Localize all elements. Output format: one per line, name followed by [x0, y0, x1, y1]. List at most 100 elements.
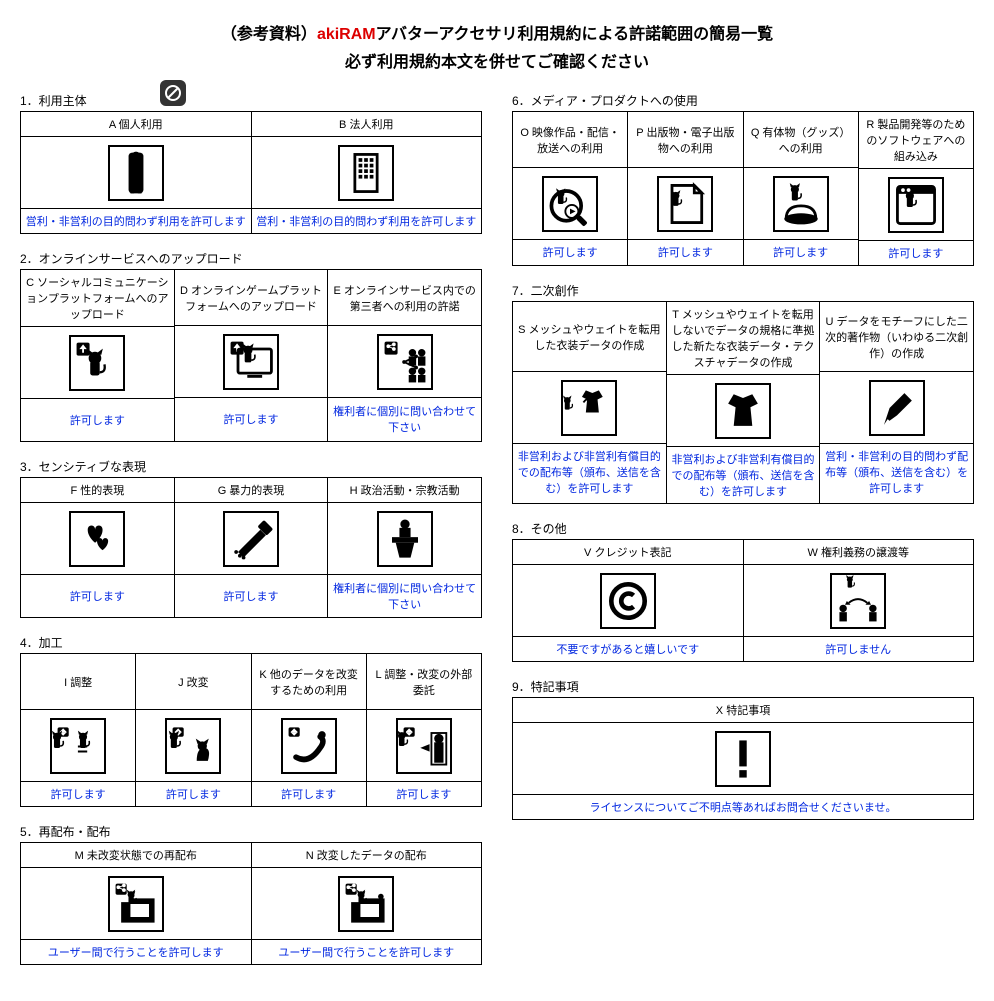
section: 3．センシティブな表現F 性的表現許可しますG 暴力的表現許可しますH 政治活動…	[20, 458, 482, 618]
person-icon	[21, 137, 251, 209]
grid: C ソーシャルコミュニケーションプラットフォームへのアップロード許可しますD オ…	[20, 269, 482, 442]
title-prefix: （参考資料）	[221, 26, 317, 43]
cell-header: V クレジット表記	[513, 540, 743, 565]
cell: M 未改変状態での再配布ユーザー間で行うことを許可します	[21, 843, 252, 964]
icon-frame	[338, 876, 394, 932]
section: 4．加工I 調整許可しますJ 改変許可しますK 他のデータを改変するための利用許…	[20, 634, 482, 807]
cell: P 出版物・電子出版物への利用許可します	[628, 112, 743, 265]
section-title: 5．再配布・配布	[20, 823, 482, 840]
icon-frame	[600, 573, 656, 629]
section-title: 4．加工	[20, 634, 482, 651]
building-icon	[252, 137, 482, 209]
icon-frame	[165, 718, 221, 774]
cell: I 調整許可します	[21, 654, 136, 806]
grid: A 個人利用営利・非営利の目的問わず利用を許可しますB 法人利用営利・非営利の目…	[20, 111, 482, 234]
cell-header: T メッシュやウェイトを転用しないでデータの規格に準拠した新たな衣装データ・テク…	[667, 302, 820, 375]
columns: 1．利用主体 A 個人利用営利・非営利の目的問わず利用を許可しますB 法人利用営利…	[20, 92, 974, 981]
cell: H 政治活動・宗教活動権利者に個別に問い合わせて下さい	[328, 478, 481, 617]
grid: O 映像作品・配信・放送への利用許可しますP 出版物・電子出版物への利用許可しま…	[512, 111, 974, 266]
page: （参考資料）akiRAMアバターアクセサリ利用規約による許諾範囲の簡易一覧 必ず…	[20, 20, 974, 981]
cell-header: F 性的表現	[21, 478, 174, 503]
cell-header: A 個人利用	[21, 112, 251, 137]
upload-cat-monitor-icon	[175, 326, 328, 398]
transfer-people-icon	[744, 565, 974, 637]
redis-folder-icon	[21, 868, 251, 940]
cell-footer: 許可します	[21, 575, 174, 617]
cell-header: E オンラインサービス内での第三者への利用の許諾	[328, 270, 481, 326]
section: 1．利用主体 A 個人利用営利・非営利の目的問わず利用を許可しますB 法人利用営利…	[20, 92, 482, 234]
section: 8．その他 V クレジット表記不要ですがあると嬉しいですW 権利義務の譲渡等許可し…	[512, 520, 974, 662]
cell: E オンラインサービス内での第三者への利用の許諾権利者に個別に問い合わせて下さい	[328, 270, 481, 441]
section-title: 6．メディア・プロダクトへの使用	[512, 92, 974, 109]
cell-footer: 許可します	[175, 575, 328, 617]
section-title: 2．オンラインサービスへのアップロード	[20, 250, 482, 267]
cell-footer: 許可します	[513, 240, 627, 264]
arrow-tail-icon	[252, 710, 366, 782]
cell-header: O 映像作品・配信・放送への利用	[513, 112, 627, 168]
cell: R 製品開発等のためのソフトウェアへの組み込み許可します	[859, 112, 973, 265]
share-people-icon	[328, 326, 481, 398]
cell: K 他のデータを改変するための利用許可します	[252, 654, 367, 806]
grid: V クレジット表記不要ですがあると嬉しいですW 権利義務の譲渡等許可しません	[512, 539, 974, 662]
cell-header: L 調整・改変の外部委託	[367, 654, 481, 710]
icon-frame	[377, 334, 433, 390]
cell: C ソーシャルコミュニケーションプラットフォームへのアップロード許可します	[21, 270, 175, 441]
grid: X 特記事項ライセンスについてご不明点等あればお問合せくださいませ。	[512, 697, 974, 820]
icon-frame	[50, 718, 106, 774]
cell-footer: 営利・非営利の目的問わず利用を許可します	[21, 209, 251, 233]
icon-frame	[888, 177, 944, 233]
icon-frame	[69, 511, 125, 567]
upload-cat-icon	[21, 327, 174, 399]
cell-header: H 政治活動・宗教活動	[328, 478, 481, 503]
cell-footer: 許可します	[175, 398, 328, 440]
cell: V クレジット表記不要ですがあると嬉しいです	[513, 540, 744, 661]
icon-frame	[830, 573, 886, 629]
section: 7．二次創作 S メッシュやウェイトを転用した衣装データの作成非営利および非営利有…	[512, 282, 974, 504]
cell-footer: 許可します	[628, 240, 742, 264]
grid: F 性的表現許可しますG 暴力的表現許可しますH 政治活動・宗教活動権利者に個別…	[20, 477, 482, 618]
icon-frame	[377, 511, 433, 567]
cell: F 性的表現許可します	[21, 478, 175, 617]
cell-header: U データをモチーフにした二次的著作物（いわゆる二次創作）の作成	[820, 302, 973, 372]
icon-frame	[657, 176, 713, 232]
cell-header: P 出版物・電子出版物への利用	[628, 112, 742, 168]
cell: N 改変したデータの配布ユーザー間で行うことを許可します	[252, 843, 482, 964]
cell: T メッシュやウェイトを転用しないでデータの規格に準拠した新たな衣装データ・テク…	[667, 302, 821, 503]
hearts-icon	[21, 503, 174, 575]
title-line-1: （参考資料）akiRAMアバターアクセサリ利用規約による許諾範囲の簡易一覧	[20, 20, 974, 44]
cell-footer: 不要ですがあると嬉しいです	[513, 637, 743, 661]
grid: S メッシュやウェイトを転用した衣装データの作成非営利および非営利有償目的での配…	[512, 301, 974, 504]
cell-header: D オンラインゲームプラットフォームへのアップロード	[175, 270, 328, 326]
cell-footer: 許可します	[21, 782, 135, 806]
cell-footer: 許可します	[252, 782, 366, 806]
outsource-icon	[367, 710, 481, 782]
title-rest: アバターアクセサリ利用規約による許諾範囲の簡易一覧	[376, 26, 773, 43]
cell-header: X 特記事項	[513, 698, 973, 723]
section: 9．特記事項X 特記事項ライセンスについてご不明点等あればお問合せくださいませ。	[512, 678, 974, 820]
cell-footer: 許可します	[744, 240, 858, 264]
cell: G 暴力的表現許可します	[175, 478, 329, 617]
cell-footer: 許可します	[136, 782, 250, 806]
icon-frame	[69, 335, 125, 391]
icon-frame	[281, 718, 337, 774]
column-right: 6．メディア・プロダクトへの使用O 映像作品・配信・放送への利用許可しますP 出…	[512, 92, 974, 981]
ban-icon	[160, 80, 186, 106]
icon-frame	[108, 876, 164, 932]
cell-footer: 営利・非営利の目的問わず利用を許可します	[252, 209, 482, 233]
cell: L 調整・改変の外部委託許可します	[367, 654, 481, 806]
section-title: 8．その他	[512, 520, 974, 537]
section: 6．メディア・プロダクトへの使用O 映像作品・配信・放送への利用許可しますP 出…	[512, 92, 974, 266]
app-cat-icon	[859, 169, 973, 241]
cell-header: M 未改変状態での再配布	[21, 843, 251, 868]
cell-header: R 製品開発等のためのソフトウェアへの組み込み	[859, 112, 973, 169]
cell: U データをモチーフにした二次的著作物（いわゆる二次創作）の作成営利・非営利の目…	[820, 302, 973, 503]
section-title: 1．利用主体	[20, 92, 482, 109]
pen-icon	[820, 372, 973, 444]
cell-header: J 改変	[136, 654, 250, 710]
cell-footer: 権利者に個別に問い合わせて下さい	[328, 575, 481, 617]
icon-frame	[223, 511, 279, 567]
section-title: 7．二次創作	[512, 282, 974, 299]
cell-footer: 非営利および非営利有償目的での配布等（頒布、送信を含む）を許可します	[667, 447, 820, 503]
cell-footer: 権利者に個別に問い合わせて下さい	[328, 398, 481, 440]
section: 2．オンラインサービスへのアップロード C ソーシャルコミュニケーションプラットフ…	[20, 250, 482, 442]
